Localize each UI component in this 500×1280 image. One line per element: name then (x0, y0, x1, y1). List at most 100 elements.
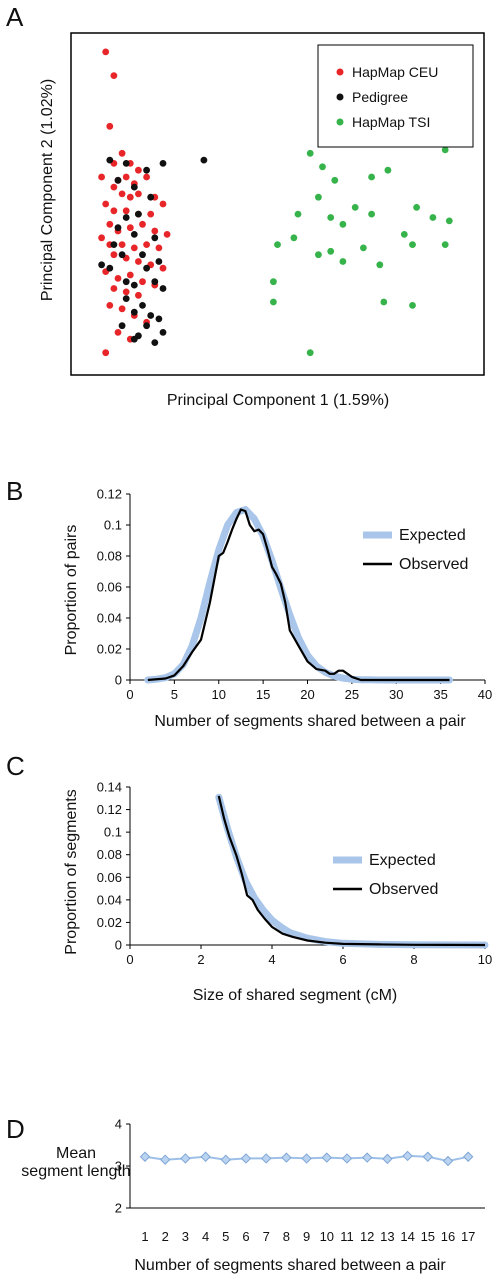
y-tick-label: 0.12 (97, 487, 122, 502)
ceu-point (110, 183, 118, 191)
tsi-point (429, 214, 437, 221)
panel-d-label: D (6, 1114, 25, 1144)
pedigree-point (139, 302, 146, 309)
y-tick-label: 0.02 (97, 642, 122, 657)
panel-a-label: A (6, 2, 24, 32)
pedigree-point (159, 160, 167, 167)
tsi-point (360, 244, 367, 252)
ceu-point (143, 173, 151, 181)
tsi-point (339, 220, 347, 228)
x-tick-label: 25 (345, 687, 359, 702)
mean-length-marker (200, 1151, 211, 1162)
pedigree-point (130, 231, 138, 238)
legend-tsi-marker (336, 118, 344, 126)
mean-length-marker (220, 1154, 232, 1165)
x-tick-label: 35 (433, 687, 447, 702)
ceu-point (135, 258, 142, 265)
legend-pedigree-marker (336, 93, 344, 101)
x-tick-label: 0 (126, 952, 133, 967)
x-tick-label: 5 (222, 1229, 229, 1244)
x-tick-label: 40 (478, 687, 492, 702)
ceu-point (106, 122, 114, 130)
y-tick-label: 0.06 (97, 870, 122, 885)
ceu-point (122, 288, 130, 296)
chart-c-observed-line (217, 795, 486, 947)
chart-d-y-axis-label-line1: Mean (56, 1145, 96, 1162)
mean-length-marker (442, 1155, 454, 1167)
x-tick-label: 15 (421, 1229, 435, 1244)
ceu-point (143, 241, 151, 249)
ceu-point (135, 166, 142, 174)
pedigree-point (130, 281, 138, 289)
x-tick-label: 9 (303, 1229, 310, 1244)
y-tick-label: 0.06 (97, 580, 122, 595)
ceu-point (118, 190, 126, 198)
chart-d-y-axis-label-line2: segment length (21, 1163, 130, 1180)
ceu-point (110, 207, 118, 215)
x-tick-label: 3 (182, 1229, 189, 1244)
pedigree-point (155, 315, 163, 323)
y-tick-label: 0.02 (97, 915, 122, 930)
legend-pedigree-label: Pedigree (352, 89, 408, 105)
pca-points (98, 48, 453, 357)
ceu-point (114, 275, 122, 282)
chart-c-legend-expected-label: Expected (369, 852, 436, 869)
pedigree-point (135, 210, 142, 218)
tsi-point (319, 163, 326, 171)
tsi-point (270, 298, 277, 306)
legend-ceu-marker (336, 68, 344, 76)
mean-length-marker (180, 1153, 191, 1164)
x-tick-label: 13 (380, 1229, 394, 1244)
tsi-point (368, 210, 375, 218)
x-tick-label: 16 (441, 1229, 455, 1244)
ceu-point (126, 271, 134, 279)
ceu-point (118, 241, 126, 249)
x-tick-label: 4 (268, 952, 275, 967)
pedigree-point (147, 312, 155, 319)
pedigree-point (147, 193, 155, 201)
mean-length-marker (361, 1152, 373, 1163)
mean-length-marker (301, 1153, 312, 1164)
x-tick-label: 0 (126, 687, 133, 702)
y-tick-label: 0.04 (97, 892, 122, 907)
pedigree-point (106, 264, 114, 272)
tsi-point (376, 261, 384, 269)
mean-length-marker (260, 1153, 272, 1164)
tsi-point (315, 251, 322, 259)
mean-length-marker (462, 1151, 474, 1162)
tsi-point (270, 278, 277, 286)
ceu-point (159, 264, 167, 272)
mean-length-marker (321, 1152, 333, 1163)
x-tick-label: 2 (197, 952, 204, 967)
pedigree-point (130, 183, 138, 191)
chart-c-y-axis-label: Proportion of segments (63, 789, 80, 954)
pedigree-point (114, 176, 122, 184)
x-tick-label: 6 (339, 952, 346, 967)
panel-c-label: C (6, 751, 25, 781)
legend-tsi-label: HapMap TSI (352, 114, 430, 130)
y-tick-label: 0.14 (97, 780, 122, 795)
x-tick-label: 10 (320, 1229, 334, 1244)
ceu-point (98, 173, 105, 181)
pca-x-axis-label: Principal Component 1 (1.59%) (167, 392, 389, 409)
tsi-point (306, 149, 314, 157)
tsi-point (290, 234, 298, 242)
x-tick-label: 5 (171, 687, 178, 702)
ceu-point (139, 278, 146, 286)
x-tick-label: 2 (162, 1229, 169, 1244)
ceu-point (126, 193, 134, 201)
ceu-point (106, 302, 114, 309)
pedigree-point (135, 332, 142, 340)
chart-b-legend-expected-label: Expected (399, 527, 466, 544)
x-tick-label: 10 (478, 952, 492, 967)
pedigree-point (143, 166, 151, 174)
tsi-point (339, 258, 347, 265)
y-tick-label: 0 (115, 938, 122, 953)
ceu-point (102, 349, 110, 357)
mean-length-marker (422, 1151, 434, 1162)
chart-b-x-axis-label: Number of segments shared between a pair (154, 713, 466, 730)
tsi-point (409, 241, 416, 249)
tsi-point (327, 247, 335, 255)
x-tick-label: 11 (340, 1229, 354, 1244)
